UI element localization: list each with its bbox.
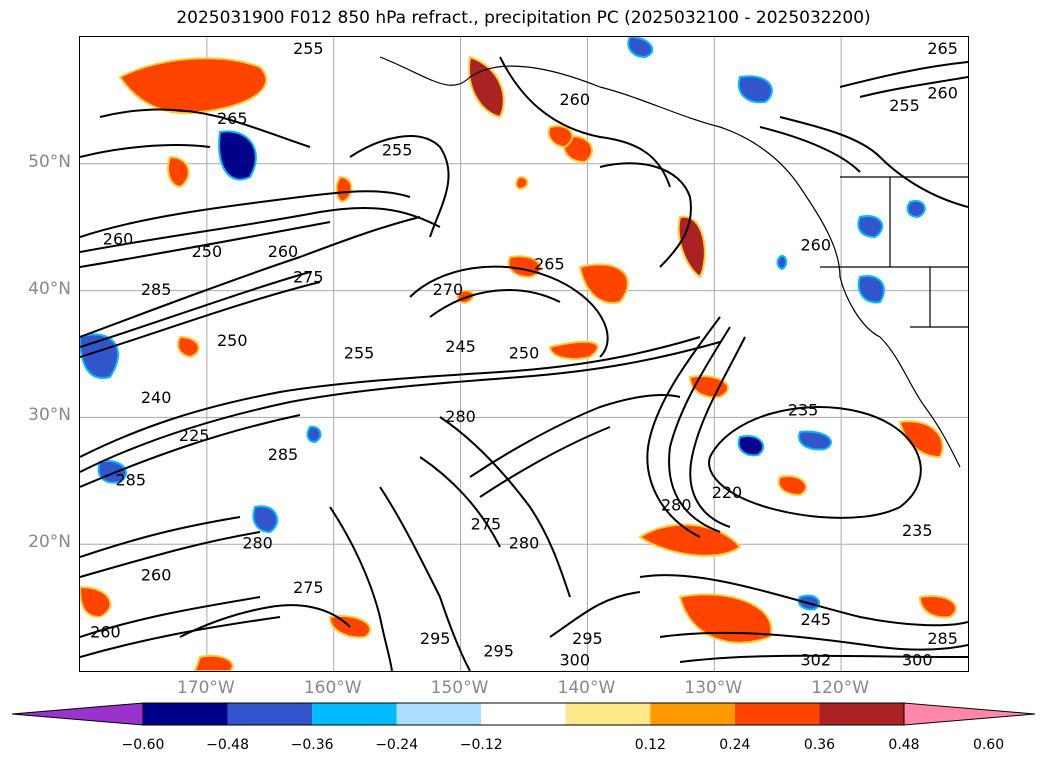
colorbar-tick-label: −0.24 — [375, 737, 419, 753]
contour-label: 255 — [889, 96, 920, 115]
contour-label: 265 — [927, 39, 958, 58]
contour-label: 295 — [572, 629, 603, 648]
colorbar — [11, 702, 1036, 726]
colorbar-tick-label: 0.12 — [634, 737, 666, 753]
longitude-label: 160°W — [303, 678, 362, 698]
map-panel: 255 265 265 260 260 255 255 260 250 260 285 275 270 2… — [79, 36, 969, 672]
longitude-label: 150°W — [430, 678, 489, 698]
colorbar-cell — [227, 703, 313, 725]
colorbar-tick-label: −0.36 — [290, 737, 334, 753]
contour-labels: 255 265 265 260 260 255 255 260 250 260 285 275 270 2… — [90, 39, 958, 669]
latitude-label: 20°N — [28, 532, 71, 553]
colorbar-cell — [650, 703, 735, 725]
contour-label: 240 — [141, 388, 172, 407]
contour-label: 250 — [509, 344, 540, 363]
colorbar-tick-label: 0.48 — [888, 737, 920, 753]
contour-label: 245 — [800, 610, 831, 629]
colorbar-tick-label: 0.36 — [803, 737, 836, 753]
colorbar-cell — [312, 703, 397, 725]
contour-label: 260 — [103, 229, 134, 248]
contour-label: 260 — [559, 90, 590, 109]
contour-label: 235 — [902, 521, 933, 540]
contour-label: 280 — [445, 407, 476, 426]
contour-label: 285 — [268, 445, 299, 464]
contour-label: 302 — [800, 650, 831, 669]
colorbar-tick-label: 0.24 — [719, 737, 751, 753]
colorbar-cell — [819, 703, 904, 725]
colorbar-cell — [143, 703, 228, 725]
map-canvas: 255 265 265 260 260 255 255 260 250 260 285 275 270 2… — [80, 37, 968, 671]
colorbar-under-arrow — [11, 702, 144, 726]
longitude-label: 140°W — [557, 678, 616, 698]
contour-label: 285 — [141, 280, 172, 299]
colorbar-cells — [11, 702, 1036, 726]
contour-label: 270 — [433, 280, 464, 299]
colorbar-cell — [734, 703, 820, 725]
colorbar-tick-label: −0.60 — [121, 737, 165, 753]
coastlines — [379, 56, 968, 468]
contour-label: 285 — [927, 629, 958, 648]
colorbar-cell — [481, 703, 566, 725]
refractivity-contours — [80, 56, 968, 671]
contour-label: 275 — [293, 578, 324, 597]
colorbar-cell — [565, 703, 651, 725]
contour-label: 225 — [179, 426, 210, 445]
contour-label: 250 — [217, 331, 248, 350]
contour-label: 300 — [559, 650, 590, 669]
latitude-label: 50°N — [28, 151, 71, 172]
contour-label: 260 — [800, 236, 831, 255]
contour-label: 260 — [90, 622, 121, 641]
colorbar-over-arrow — [903, 702, 1036, 726]
contour-label: 255 — [382, 141, 413, 160]
longitude-label: 170°W — [176, 678, 235, 698]
contour-label: 295 — [420, 629, 451, 648]
contour-label: 275 — [293, 267, 324, 286]
contour-label: 220 — [712, 483, 743, 502]
contour-label: 250 — [192, 242, 223, 261]
contour-label: 255 — [344, 344, 375, 363]
latitude-label: 30°N — [28, 405, 71, 426]
contour-label: 285 — [115, 470, 146, 489]
longitude-label: 130°W — [684, 678, 743, 698]
contour-label: 280 — [242, 534, 273, 553]
colorbar-tick-label: 0.60 — [972, 737, 1005, 753]
contour-label: 280 — [509, 534, 540, 553]
contour-label: 255 — [293, 39, 324, 58]
latitude-label: 40°N — [28, 278, 71, 299]
colorbar-cell — [396, 703, 482, 725]
contour-label: 245 — [445, 337, 476, 356]
colorbar-outline — [142, 702, 905, 726]
contour-label: 295 — [483, 641, 514, 660]
contour-label: 265 — [217, 109, 248, 128]
contour-label: 260 — [268, 242, 299, 261]
contour-label: 275 — [471, 515, 502, 534]
longitude-label: 120°W — [811, 678, 870, 698]
colorbar-tick-label: −0.48 — [206, 737, 249, 753]
contour-label: 300 — [902, 650, 933, 669]
contour-label: 280 — [661, 496, 692, 515]
contour-label: 235 — [788, 401, 819, 420]
contour-label: 265 — [534, 255, 565, 274]
colorbar-tick-label: −0.12 — [459, 737, 503, 753]
contour-label: 260 — [141, 565, 172, 584]
contour-label: 260 — [927, 84, 958, 103]
figure-title: 2025031900 F012 850 hPa refract., precip… — [176, 8, 871, 28]
